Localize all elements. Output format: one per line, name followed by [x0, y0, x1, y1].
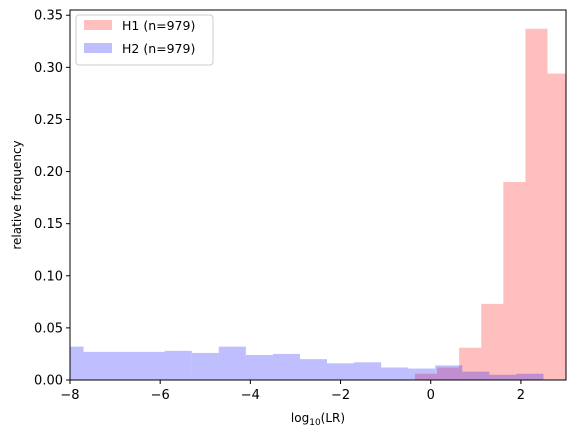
bar-h2-4	[164, 350, 192, 380]
bar-h1-1	[437, 367, 460, 380]
bar-h2-11	[354, 362, 382, 380]
y-axis-label: relative frequency	[10, 140, 24, 249]
x-axis: −8 −6 −4 −2 0 2	[60, 380, 525, 403]
legend: H1 (n=979) H2 (n=979)	[75, 14, 214, 66]
legend-label-h2: H2 (n=979)	[122, 41, 195, 56]
bar-h2-16	[489, 374, 517, 380]
bar-h2-7	[245, 354, 273, 380]
y-tick-label: 0.35	[34, 9, 63, 24]
y-tick-label: 0.30	[34, 61, 63, 76]
bar-h1-0	[414, 373, 438, 380]
bar-h1-5	[525, 28, 548, 381]
bar-h2-10	[327, 363, 355, 380]
legend-swatch-h1	[84, 20, 112, 30]
legend-label-h1: H1 (n=979)	[122, 18, 195, 33]
x-tick-label: 2	[517, 388, 525, 403]
bar-h2-13	[408, 368, 436, 380]
y-tick-label: 0.00	[34, 374, 63, 389]
plot-frame	[69, 9, 567, 381]
bar-h2-8	[272, 353, 300, 380]
bar-h2-2	[110, 351, 138, 380]
bar-h2-5	[191, 352, 219, 380]
x-tick-label: −8	[60, 388, 79, 403]
bar-h2-15	[462, 371, 490, 380]
bar-h2-0	[70, 346, 84, 380]
bars-layer	[70, 28, 566, 381]
legend-box	[75, 14, 214, 66]
plot-area	[70, 10, 566, 380]
y-tick-label: 0.15	[34, 217, 63, 232]
legend-swatch-h2	[84, 43, 112, 53]
y-tick-label: 0.20	[34, 165, 63, 180]
bar-h2-6	[218, 346, 246, 380]
y-tick-label: 0.25	[34, 113, 63, 128]
y-axis: 0.00 0.05 0.10 0.15 0.20 0.25 0.30 0.35	[34, 9, 70, 389]
bar-h2-17	[516, 373, 544, 380]
bar-h1-3	[481, 303, 504, 380]
x-tick-label: −4	[241, 388, 260, 403]
bar-h1-6	[547, 73, 566, 381]
x-tick-label: −2	[331, 388, 350, 403]
bar-h2-1	[83, 351, 111, 380]
y-tick-label: 0.05	[34, 321, 63, 336]
bar-h2-12	[381, 367, 409, 380]
y-tick-label: 0.10	[34, 269, 63, 284]
x-axis-label: log10(LR)	[291, 411, 345, 428]
x-tick-label: 0	[427, 388, 435, 403]
x-tick-label: −6	[151, 388, 170, 403]
bar-h2-3	[137, 351, 165, 380]
bar-h1-2	[459, 347, 482, 380]
bar-h2-9	[299, 359, 328, 380]
bar-h1-4	[503, 181, 526, 380]
bar-h2-14	[435, 365, 463, 380]
